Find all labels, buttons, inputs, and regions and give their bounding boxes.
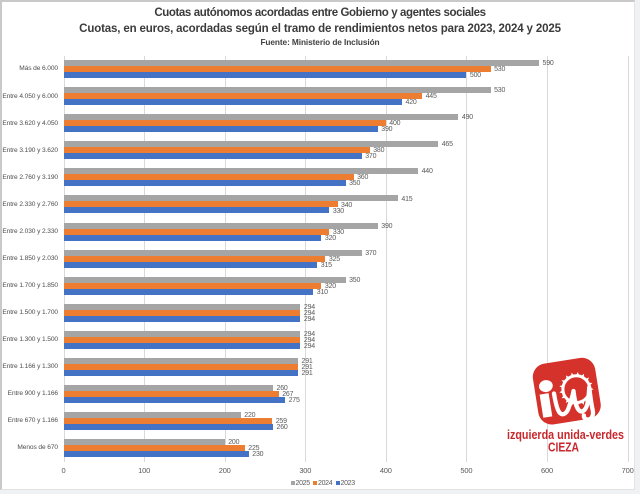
svg-text:CIEZA: CIEZA bbox=[548, 440, 579, 454]
svg-text:izquierda unida-verdes: izquierda unida-verdes bbox=[507, 428, 624, 442]
